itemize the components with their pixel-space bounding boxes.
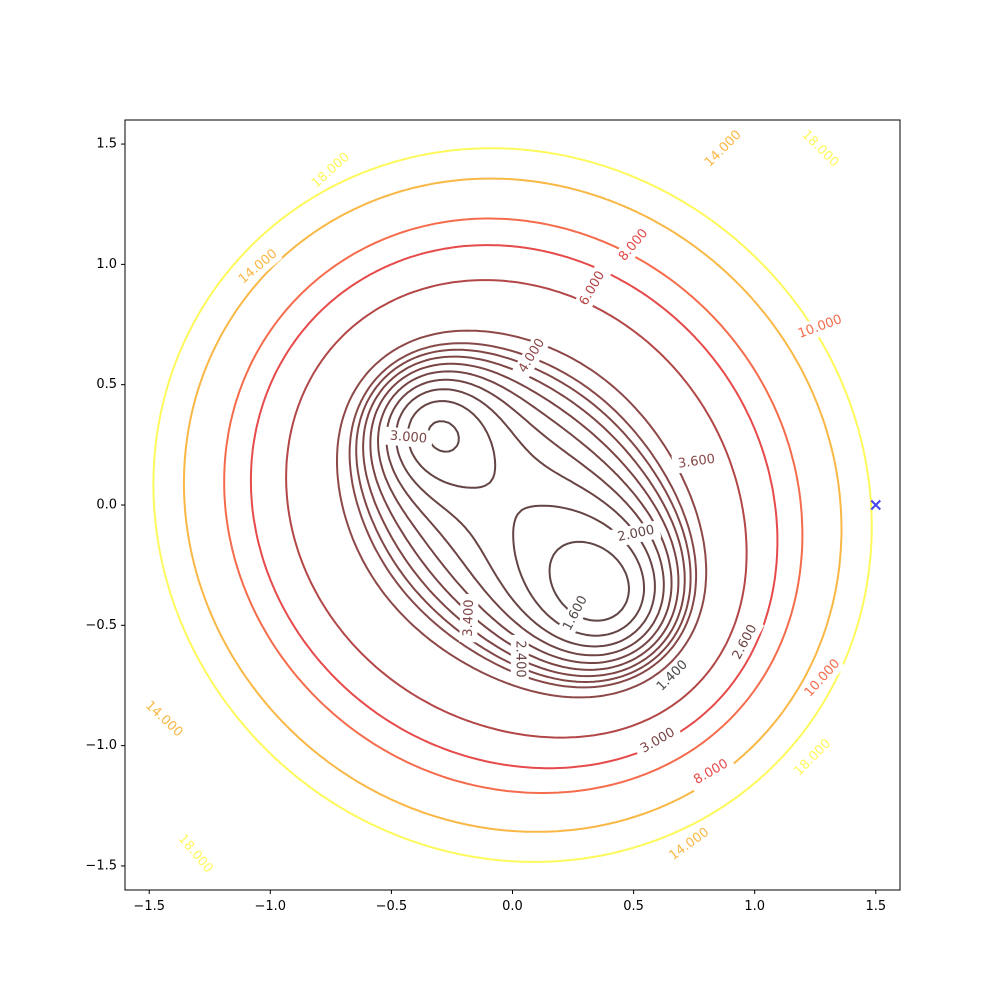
contour-label-background	[383, 426, 434, 449]
contour-line	[369, 362, 680, 671]
y-tick-label: −1.0	[85, 738, 117, 753]
x-tick-label: 0.0	[502, 899, 523, 914]
contour-label-background	[172, 829, 218, 879]
contour-label: 3.400	[461, 599, 477, 637]
contour-line	[355, 348, 692, 683]
contour-label-background	[572, 263, 613, 314]
contour-line	[395, 388, 656, 648]
plot-frame	[124, 119, 901, 891]
start-point-marker	[870, 499, 881, 511]
contour-label-background	[234, 244, 283, 290]
contour-label-background	[307, 147, 355, 194]
contour-label-background	[725, 616, 765, 668]
contour-label-background	[671, 449, 722, 474]
contour-label: 2.400	[512, 640, 527, 677]
contour-label-background	[664, 822, 715, 866]
y-tick-label: 0.0	[96, 498, 117, 513]
contour-line	[427, 420, 630, 622]
contour-label-background	[510, 635, 529, 683]
x-tick-label: −1.5	[133, 899, 165, 914]
contour-label-background	[799, 654, 846, 703]
contour-label-background	[632, 721, 684, 761]
x-tick-label: −1.0	[255, 899, 287, 914]
contour-label: 3.000	[389, 429, 427, 447]
markers	[870, 499, 881, 511]
y-tick-label: 0.5	[96, 377, 117, 392]
contour-label-background	[789, 734, 837, 781]
contour-label-background	[685, 752, 737, 792]
x-tick-label: 1.5	[865, 899, 886, 914]
contour-label-background	[649, 652, 696, 700]
contour-lines	[152, 147, 873, 863]
contour-label-background	[511, 330, 553, 381]
contour-label-background	[611, 220, 656, 270]
contour-label-background	[140, 696, 188, 743]
contour-label-background	[796, 125, 844, 173]
contour-label-background	[459, 593, 479, 643]
contour-label-background	[699, 125, 747, 173]
x-tick-label: 0.5	[623, 899, 644, 914]
contour-label-background	[610, 520, 662, 548]
contour-label-background	[556, 587, 595, 639]
y-tick-label: 1.5	[96, 137, 117, 152]
contour-label: 3.600	[677, 452, 716, 472]
contour-line	[285, 279, 748, 739]
contour-label-background	[794, 310, 846, 344]
y-tick-label: −0.5	[85, 618, 117, 633]
contour-line	[223, 217, 804, 794]
contour-line	[182, 177, 843, 833]
y-tick-label: 1.0	[96, 257, 117, 272]
y-tick-label: −1.5	[85, 858, 117, 873]
x-tick-label: −0.5	[376, 899, 408, 914]
axes: −1.5 −1.0 −0.5 0.0 0.5 1.0 1.5 −1.5 −1.0 −0.5 0.0 0…	[85, 137, 886, 914]
x-tick-label: 1.0	[744, 899, 765, 914]
